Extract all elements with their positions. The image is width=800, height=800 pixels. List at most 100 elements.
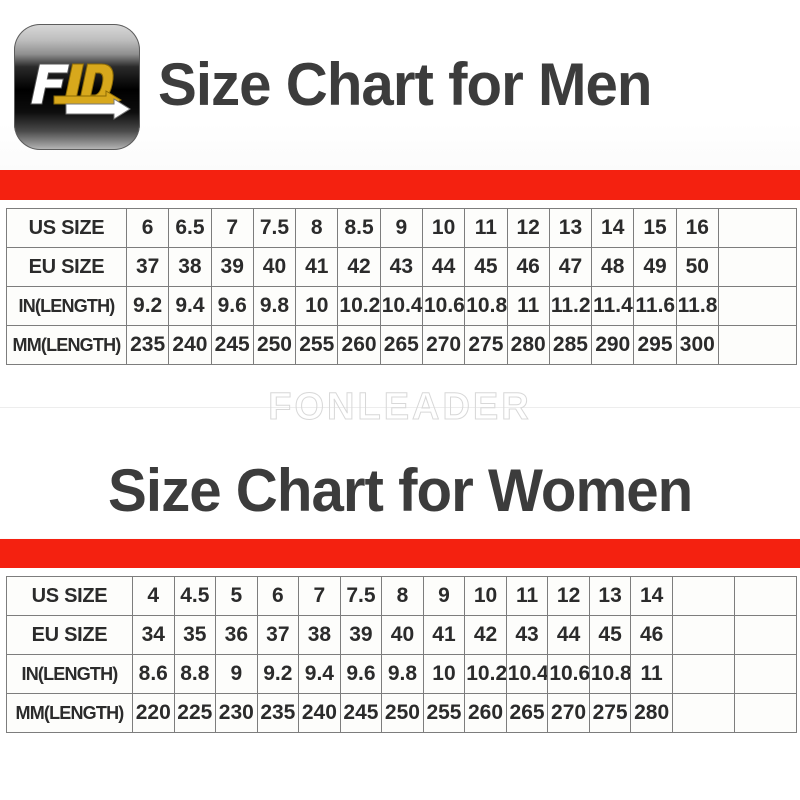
empty-cell [733, 654, 797, 694]
table-cell: 41 [422, 615, 466, 655]
men-table-body: US SIZE 6 6.5 7 7.5 8 8.5 9 10 11 12 13 14 15 16 EU SIZ… [6, 208, 797, 365]
table-cell: 245 [210, 325, 254, 365]
table-cell: 11.4 [591, 286, 635, 326]
table-cell: 34 [132, 615, 175, 655]
table-row: US SIZE 6 6.5 7 7.5 8 8.5 9 10 11 12 13 14 15 16 [6, 208, 797, 248]
table-cell: 48 [591, 247, 635, 287]
table-cell: 9.6 [210, 286, 254, 326]
table-cell: 8.5 [337, 208, 381, 248]
fid-logo-glyph [30, 63, 131, 120]
table-cell: 9.8 [252, 286, 297, 326]
table-cell: 47 [548, 247, 593, 287]
table-row: US SIZE 4 4.5 5 6 7 7.5 8 9 10 11 12 13 14 [6, 576, 797, 616]
table-cell: 11.6 [633, 286, 677, 326]
table-cell: 9.2 [125, 286, 170, 326]
table-cell: 270 [547, 693, 590, 733]
table-cell: 43 [379, 247, 423, 287]
table-row: IN(LENGTH) 9.2 9.4 9.6 9.8 10 10.2 10.4 10.6 10.8… [6, 286, 797, 326]
empty-cell [671, 654, 735, 694]
women-red-divider [0, 539, 800, 568]
women-title: Size Chart for Women [107, 457, 693, 524]
row-label: EU SIZE [6, 247, 127, 287]
table-cell: 9 [379, 208, 423, 248]
table-cell: 8 [381, 576, 424, 616]
table-cell: 11 [630, 654, 673, 694]
table-cell: 280 [506, 325, 550, 365]
table-cell: 37 [256, 615, 300, 655]
table-cell: 14 [630, 576, 673, 616]
table-row: EU SIZE 37 38 39 40 41 42 43 44 45 46 47 48 49 50 [6, 247, 797, 287]
table-cell: 235 [125, 325, 170, 365]
table-cell: 38 [298, 615, 341, 655]
table-cell: 46 [630, 615, 673, 655]
table-cell: 10.4 [505, 654, 549, 694]
table-cell: 225 [173, 693, 217, 733]
table-cell: 255 [422, 693, 466, 733]
table-row: MM(LENGTH) 235 240 245 250 255 260 265 270 275 280… [6, 325, 797, 365]
empty-cell [671, 615, 735, 655]
table-cell: 255 [295, 325, 339, 365]
table-cell: 44 [421, 247, 466, 287]
table-cell: 260 [337, 325, 381, 365]
table-cell: 7 [210, 208, 254, 248]
table-cell: 300 [675, 325, 719, 365]
table-cell: 9 [422, 576, 466, 616]
table-cell: 245 [339, 693, 383, 733]
table-cell: 10 [421, 208, 466, 248]
table-cell: 250 [381, 693, 424, 733]
table-cell: 285 [548, 325, 593, 365]
men-size-table: US SIZE 6 6.5 7 7.5 8 8.5 9 10 11 12 13 14 15 16 EU SIZ… [6, 208, 797, 365]
table-cell: 290 [591, 325, 635, 365]
table-cell: 42 [337, 247, 381, 287]
women-header: Size Chart for Women [0, 443, 800, 539]
table-cell: 10.4 [379, 286, 423, 326]
table-cell: 46 [506, 247, 550, 287]
table-cell: 36 [215, 615, 258, 655]
table-cell: 8 [295, 208, 339, 248]
men-red-divider [0, 170, 800, 200]
table-cell: 9.4 [298, 654, 341, 694]
table-cell: 13 [588, 576, 632, 616]
table-cell: 260 [464, 693, 507, 733]
table-cell: 10.2 [464, 654, 507, 694]
table-row: MM(LENGTH) 220 225 230 235 240 245 250 255 260 265… [6, 693, 797, 733]
table-cell: 240 [168, 325, 212, 365]
table-cell: 9.6 [339, 654, 383, 694]
table-cell: 10.8 [464, 286, 508, 326]
table-cell: 13 [548, 208, 593, 248]
fid-logo-icon [14, 24, 140, 150]
empty-cell [733, 615, 797, 655]
table-cell: 275 [464, 325, 508, 365]
table-cell: 8.8 [173, 654, 217, 694]
table-cell: 7.5 [252, 208, 297, 248]
row-label: EU SIZE [6, 615, 133, 655]
table-cell: 40 [252, 247, 297, 287]
table-cell: 10 [295, 286, 339, 326]
table-cell: 9 [215, 654, 258, 694]
table-cell: 265 [379, 325, 423, 365]
empty-cell [717, 286, 797, 326]
row-label: IN(LENGTH) [6, 286, 127, 326]
women-table-body: US SIZE 4 4.5 5 6 7 7.5 8 9 10 11 12 13 14 EU SIZE 34 35… [6, 576, 797, 733]
table-cell: 44 [547, 615, 590, 655]
table-cell: 220 [132, 693, 175, 733]
brand-watermark: FONLEADER [268, 385, 532, 428]
women-size-table: US SIZE 4 4.5 5 6 7 7.5 8 9 10 11 12 13 14 EU SIZE 34 35… [6, 576, 797, 733]
empty-cell [671, 693, 735, 733]
table-row: EU SIZE 34 35 36 37 38 39 40 41 42 43 44 45 46 [6, 615, 797, 655]
table-cell: 15 [633, 208, 677, 248]
women-table-wrap: US SIZE 4 4.5 5 6 7 7.5 8 9 10 11 12 13 14 EU SIZE 34 35… [0, 568, 800, 739]
table-cell: 250 [252, 325, 297, 365]
table-cell: 4.5 [173, 576, 217, 616]
table-cell: 14 [591, 208, 635, 248]
row-label: IN(LENGTH) [6, 654, 133, 694]
empty-cell [733, 576, 797, 616]
empty-cell [671, 576, 735, 616]
table-cell: 8.6 [132, 654, 175, 694]
table-cell: 45 [464, 247, 508, 287]
watermark-band: FONLEADER [0, 371, 800, 443]
table-cell: 295 [633, 325, 677, 365]
table-cell: 10.6 [421, 286, 466, 326]
table-row: IN(LENGTH) 8.6 8.8 9 9.2 9.4 9.6 9.8 10 10.2 10.4 1… [6, 654, 797, 694]
